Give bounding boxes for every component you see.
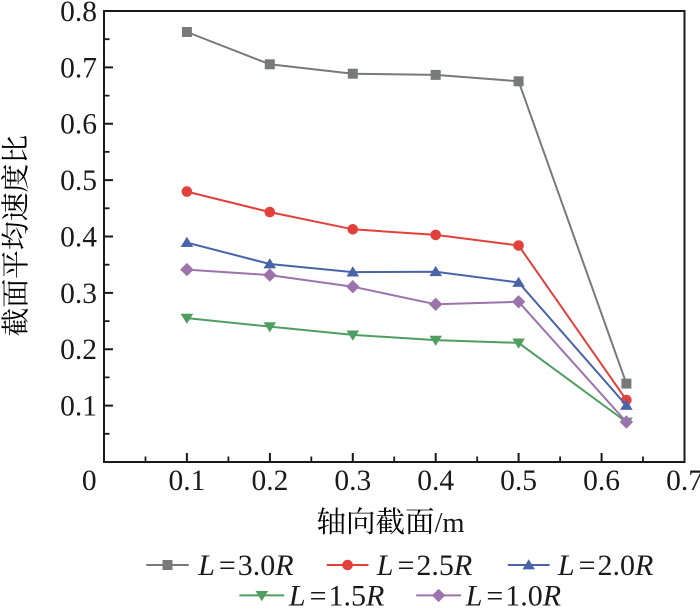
svg-text:0.2: 0.2 (251, 465, 288, 497)
svg-text:0.1: 0.1 (168, 465, 205, 497)
svg-text:0.4: 0.4 (417, 465, 454, 497)
svg-text:0.3: 0.3 (60, 278, 97, 310)
svg-text:L=3.0R: L =3.0R (197, 549, 293, 582)
svg-text:0.6: 0.6 (60, 109, 97, 141)
svg-text:0.8: 0.8 (60, 0, 97, 28)
svg-text:0.5: 0.5 (500, 465, 537, 497)
svg-text:L=1.5R: L =1.5R (288, 579, 384, 608)
svg-text:0: 0 (82, 465, 97, 497)
svg-text:/m: /m (435, 508, 465, 539)
svg-text:0.4: 0.4 (60, 221, 97, 253)
svg-text:L=2.0R: L =2.0R (557, 549, 653, 582)
svg-text:0.3: 0.3 (334, 465, 371, 497)
svg-text:0.6: 0.6 (583, 465, 620, 497)
svg-text:0.5: 0.5 (60, 165, 97, 197)
svg-text:0.7: 0.7 (666, 465, 700, 497)
svg-text:L=1.0R: L =1.0R (465, 579, 561, 608)
svg-text:L=2.5R: L =2.5R (376, 549, 472, 582)
svg-text:0.1: 0.1 (60, 391, 97, 423)
svg-text:0.7: 0.7 (60, 52, 97, 84)
svg-text:0.2: 0.2 (60, 334, 97, 366)
